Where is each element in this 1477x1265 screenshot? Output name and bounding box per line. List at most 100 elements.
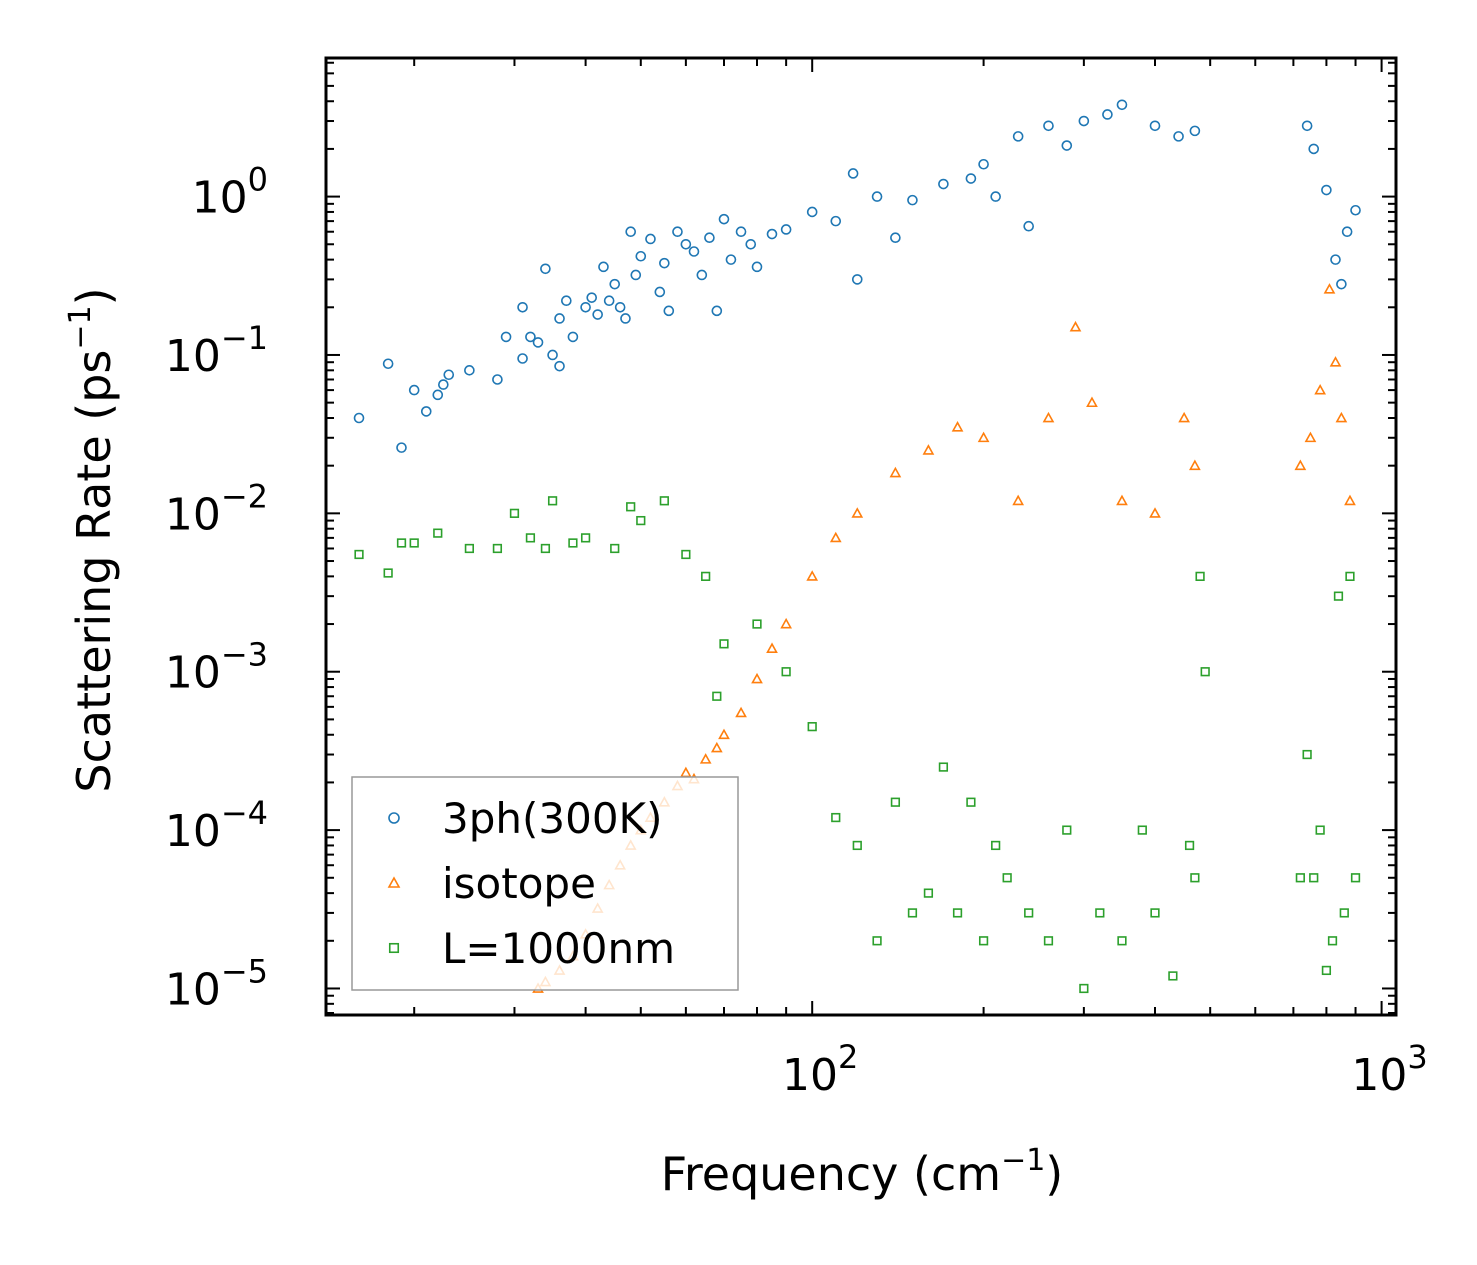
plot-area-frame [324, 56, 1398, 1017]
data-point [1294, 459, 1307, 471]
data-point [1321, 184, 1332, 196]
data-point [1024, 908, 1034, 918]
x-tick-label: 103 [1351, 1038, 1427, 1101]
data-point [1190, 873, 1200, 883]
data-point [680, 766, 692, 778]
data-point [383, 568, 393, 578]
y-tick-label: 10−5 [165, 952, 268, 1015]
data-point [547, 496, 558, 506]
data-point [951, 421, 964, 432]
data-point [636, 515, 646, 526]
data-point [620, 313, 631, 324]
data-point [1327, 936, 1338, 946]
data-point [540, 543, 551, 554]
data-point [1137, 825, 1147, 835]
data-point [1315, 825, 1325, 835]
data-point [586, 292, 598, 303]
data-point [1308, 143, 1320, 155]
data-point [938, 178, 949, 190]
y-tick-label: 10−3 [165, 636, 268, 699]
y-tick-label: 100 [192, 161, 268, 224]
data-point [672, 226, 683, 238]
data-point [718, 213, 730, 225]
data-point [966, 797, 976, 807]
legend-item: isotope [387, 859, 596, 908]
data-point [890, 232, 901, 244]
data-point [1086, 396, 1098, 408]
legend-item: 3ph(300K) [388, 794, 662, 843]
data-point [568, 538, 578, 548]
data-point [396, 538, 407, 548]
data-point [851, 507, 864, 518]
data-point [1116, 99, 1128, 111]
data-point [1117, 936, 1127, 946]
data-point [610, 543, 620, 554]
data-point [1301, 120, 1313, 132]
data-point [1150, 908, 1160, 918]
data-point [396, 442, 407, 453]
data-point [806, 570, 819, 581]
data-point [1012, 131, 1024, 142]
data-point [630, 269, 642, 281]
data-point [952, 908, 963, 918]
data-point [1116, 494, 1128, 506]
data-point [614, 301, 626, 313]
data-point [532, 337, 544, 348]
data-point [851, 274, 863, 285]
data-point [766, 642, 778, 653]
data-point [354, 549, 364, 560]
legend-box [351, 776, 739, 991]
data-point [1149, 120, 1161, 132]
data-point [1304, 431, 1317, 443]
legend-marker [388, 812, 400, 824]
data-point [580, 301, 591, 313]
data-point [907, 194, 918, 206]
data-point [1341, 226, 1353, 238]
data-point [1344, 494, 1356, 506]
data-point [1173, 131, 1184, 142]
data-point [681, 549, 691, 560]
y-tick-label: 10−4 [165, 794, 268, 857]
data-point [923, 888, 934, 898]
data-point [735, 706, 747, 718]
data-point [598, 261, 609, 273]
legend-label: isotope [442, 859, 596, 908]
data-point [659, 496, 669, 506]
data-point [654, 286, 666, 298]
data-point [1309, 873, 1319, 883]
data-point [701, 571, 711, 581]
data-point [890, 797, 901, 807]
x-axis-label-superscript: −1 [1001, 1143, 1045, 1178]
data-point [1200, 667, 1210, 677]
data-point [492, 374, 503, 385]
data-point [554, 360, 565, 372]
data-point [625, 226, 636, 238]
data-point [938, 762, 949, 772]
data-point [1314, 383, 1327, 395]
data-point [1336, 278, 1347, 290]
data-point [719, 639, 729, 649]
legend-label: L=1000nm [442, 924, 675, 973]
data-point [907, 908, 918, 918]
data-point [408, 384, 420, 396]
data-point [1102, 109, 1113, 120]
data-point [1062, 825, 1072, 835]
data-point [780, 617, 792, 629]
data-point [603, 295, 615, 307]
data-point [635, 250, 647, 262]
data-point [1350, 204, 1361, 216]
series-0 [353, 99, 1361, 453]
series-2 [354, 496, 1361, 994]
data-point [500, 331, 512, 343]
data-point [871, 191, 883, 202]
data-point [1333, 591, 1344, 601]
data-point [847, 168, 859, 179]
data-point [443, 369, 455, 381]
data-point [780, 224, 792, 235]
data-point [567, 331, 579, 343]
x-tick-labels: 102 103 [782, 1038, 1428, 1101]
data-point [1339, 908, 1349, 918]
data-point [1078, 115, 1090, 127]
data-point [659, 257, 670, 269]
